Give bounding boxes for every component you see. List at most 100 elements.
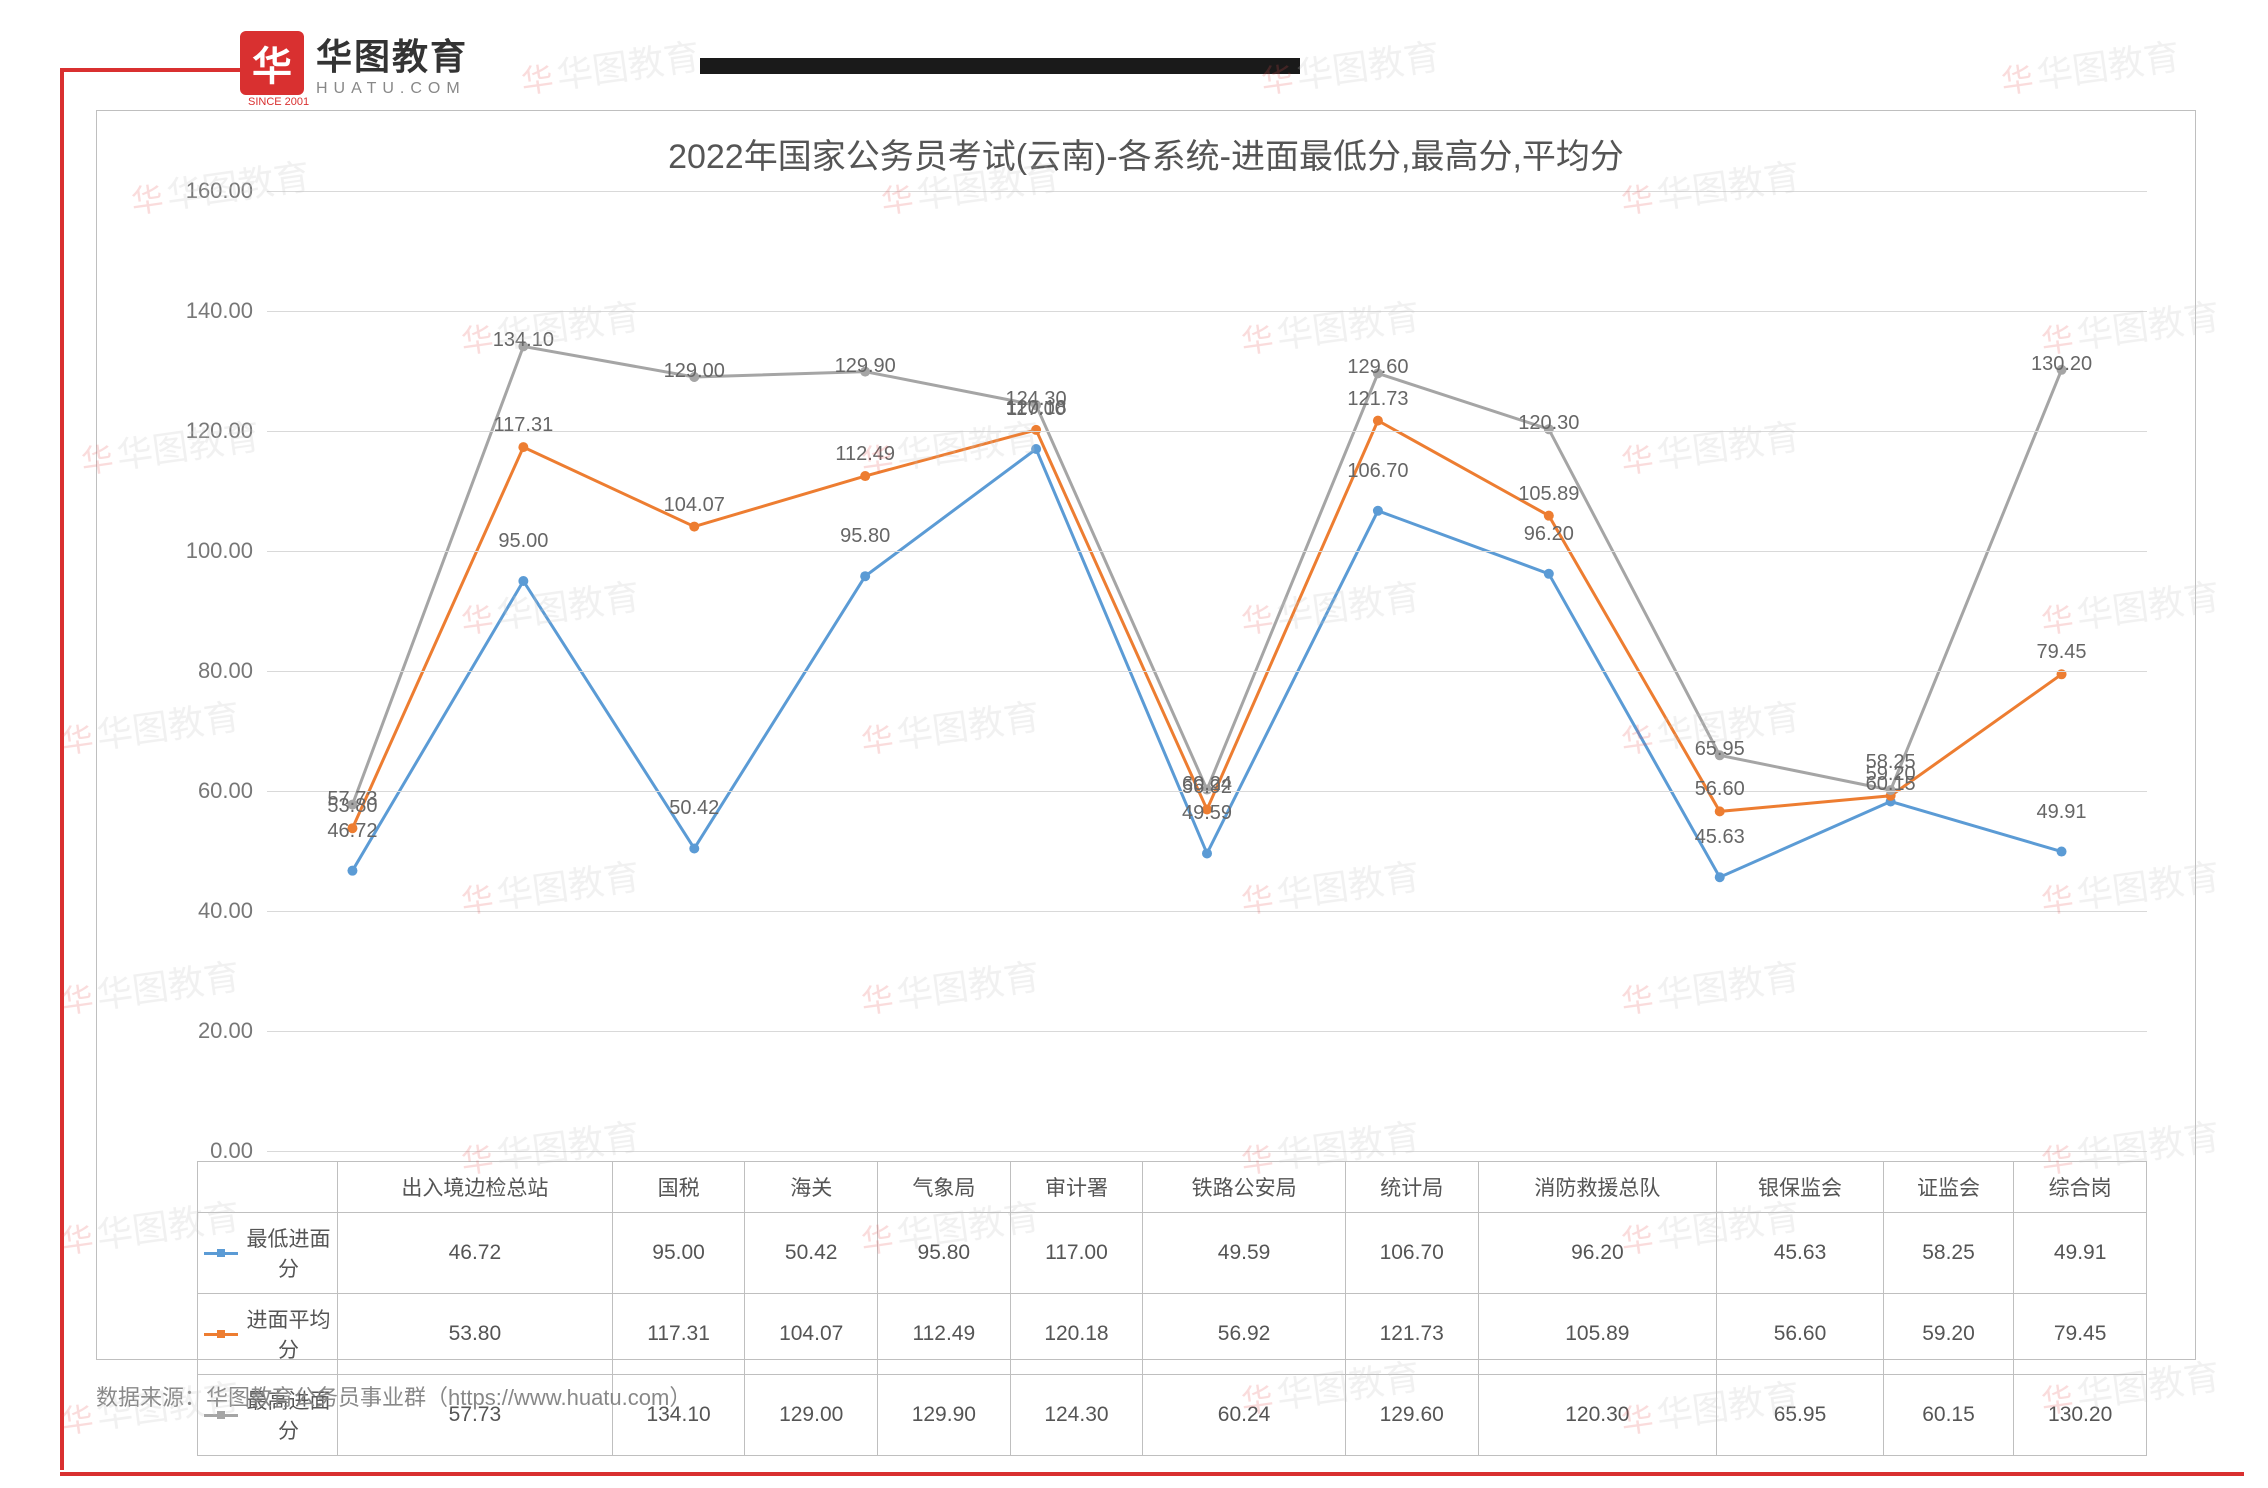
data-label: 105.89 (1518, 483, 1579, 506)
table-cell: 121.73 (1345, 1294, 1478, 1375)
legend-label: 进面平均分 (246, 1304, 331, 1364)
table-cell: 45.63 (1717, 1213, 1884, 1294)
series-marker (347, 866, 357, 876)
data-label: 124.30 (1005, 388, 1066, 411)
y-axis-tick: 100.00 (163, 538, 253, 564)
table-cell: 95.00 (612, 1213, 745, 1294)
data-label: 95.00 (498, 530, 548, 553)
table-col-header: 证监会 (1883, 1162, 2014, 1213)
table-cell: 112.49 (878, 1294, 1011, 1375)
series-marker (860, 471, 870, 481)
frame-left (60, 70, 64, 1470)
series-marker (689, 522, 699, 532)
data-label: 56.60 (1695, 778, 1745, 801)
data-label: 104.07 (664, 494, 725, 517)
y-axis-tick: 80.00 (163, 658, 253, 684)
data-label: 49.59 (1182, 802, 1232, 825)
table-cell: 117.31 (612, 1294, 745, 1375)
table-col-header: 出入境边检总站 (338, 1162, 613, 1213)
table-col-header: 国税 (612, 1162, 745, 1213)
data-label: 50.42 (669, 797, 719, 820)
table-cell: 117.00 (1010, 1213, 1143, 1294)
table-cell: 105.89 (1478, 1294, 1717, 1375)
legend-cell: 最低进面分 (198, 1213, 338, 1294)
series-marker (689, 843, 699, 853)
legend-label: 最低进面分 (246, 1223, 331, 1283)
frame-top-red (60, 68, 260, 72)
table-cell: 96.20 (1478, 1213, 1717, 1294)
table-cell: 104.07 (745, 1294, 878, 1375)
data-label: 49.91 (2037, 801, 2087, 824)
series-marker (1544, 511, 1554, 521)
data-label: 96.20 (1524, 523, 1574, 546)
table-cell: 49.91 (2014, 1213, 2147, 1294)
table-cell: 50.42 (745, 1213, 878, 1294)
table-col-header: 银保监会 (1717, 1162, 1884, 1213)
chart-container: 2022年国家公务员考试(云南)-各系统-进面最低分,最高分,平均分 0.002… (96, 110, 2196, 1360)
series-marker (1031, 425, 1041, 435)
table-cell: 49.59 (1143, 1213, 1346, 1294)
table-cell: 53.80 (338, 1294, 613, 1375)
source-note: 数据来源：华图教育公务员事业群（https://www.huatu.com） (96, 1380, 691, 1412)
table-cell: 129.60 (1345, 1375, 1478, 1456)
table-cell: 56.60 (1717, 1294, 1884, 1375)
data-label: 121.73 (1347, 388, 1408, 411)
table-cell: 58.25 (1883, 1213, 2014, 1294)
data-label: 117.31 (494, 414, 554, 437)
data-label: 134.10 (493, 329, 554, 352)
series-marker (518, 576, 528, 586)
table-col-header: 气象局 (878, 1162, 1011, 1213)
data-label: 112.49 (835, 443, 895, 466)
series-marker (1715, 872, 1725, 882)
table-col-header: 消防救援总队 (1478, 1162, 1717, 1213)
y-axis-tick: 60.00 (163, 778, 253, 804)
table-col-header: 统计局 (1345, 1162, 1478, 1213)
series-marker (860, 571, 870, 581)
table-col-header: 海关 (745, 1162, 878, 1213)
data-label: 60.24 (1182, 773, 1232, 796)
table-cell: 129.00 (745, 1375, 878, 1456)
data-label: 129.90 (835, 355, 896, 378)
data-label: 106.70 (1347, 460, 1408, 483)
chart-plot-area: 0.0020.0040.0060.0080.00100.00120.00140.… (267, 191, 2147, 1151)
table-cell: 65.95 (1717, 1375, 1884, 1456)
table-col-header: 综合岗 (2014, 1162, 2147, 1213)
watermark: 华华图教育 (1997, 28, 2183, 105)
logo-since: SINCE 2001 (248, 96, 309, 108)
data-label: 129.00 (664, 360, 725, 383)
data-label: 120.30 (1518, 412, 1579, 435)
table-cell: 46.72 (338, 1213, 613, 1294)
watermark: 华华图教育 (517, 28, 703, 105)
table-cell: 130.20 (2014, 1375, 2147, 1456)
data-label: 46.72 (327, 820, 377, 843)
y-axis-tick: 20.00 (163, 1018, 253, 1044)
frame-top-black (700, 58, 1300, 74)
chart-title: 2022年国家公务员考试(云南)-各系统-进面最低分,最高分,平均分 (97, 129, 2195, 178)
y-axis-tick: 120.00 (163, 418, 253, 444)
data-label: 57.73 (327, 788, 377, 811)
data-label: 130.20 (2031, 353, 2092, 376)
table-cell: 56.92 (1143, 1294, 1346, 1375)
logo-square: 华 (240, 31, 304, 95)
series-marker (1544, 569, 1554, 579)
frame-bottom (60, 1472, 2240, 1476)
table-cell: 60.24 (1143, 1375, 1346, 1456)
table-cell: 106.70 (1345, 1213, 1478, 1294)
table-cell: 124.30 (1010, 1375, 1143, 1456)
series-marker (1031, 444, 1041, 454)
series-marker (2057, 847, 2067, 857)
series-marker (1202, 848, 1212, 858)
series-marker (1373, 506, 1383, 516)
logo-en: HUATU.COM (316, 80, 468, 98)
table-cell: 60.15 (1883, 1375, 2014, 1456)
table-col-header: 铁路公安局 (1143, 1162, 1346, 1213)
data-label: 129.60 (1347, 356, 1408, 379)
table-cell: 129.90 (878, 1375, 1011, 1456)
series-line-2 (352, 346, 2061, 804)
series-marker (518, 442, 528, 452)
table-cell: 120.18 (1010, 1294, 1143, 1375)
brand-logo: 华 华图教育 HUATU.COM (240, 28, 468, 98)
y-axis-tick: 40.00 (163, 898, 253, 924)
table-col-header: 审计署 (1010, 1162, 1143, 1213)
y-axis-tick: 160.00 (163, 178, 253, 204)
